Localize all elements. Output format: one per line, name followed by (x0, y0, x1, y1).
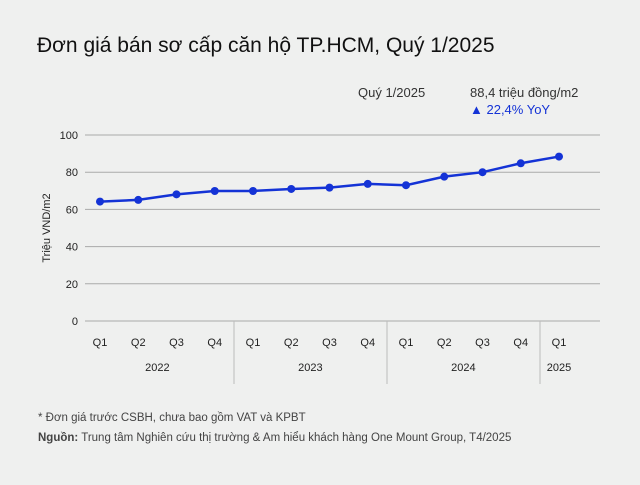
year-label: 2025 (547, 362, 571, 374)
x-tick-label: Q2 (437, 337, 452, 349)
data-point (325, 183, 334, 192)
data-point (249, 186, 257, 195)
x-tick-label: Q4 (207, 337, 222, 349)
data-point (134, 195, 143, 204)
data-point (287, 184, 296, 193)
data-point (363, 179, 372, 188)
x-tick-label: Q2 (131, 337, 146, 349)
year-label: 2022 (145, 362, 169, 374)
data-point (478, 168, 487, 177)
chart-notes: * Đơn giá trước CSBH, chưa bao gồm VAT v… (38, 408, 511, 448)
source-label: Nguồn: (38, 432, 79, 444)
data-point (402, 181, 410, 190)
y-tick-label: 20 (66, 279, 78, 291)
x-tick-label: Q1 (246, 337, 261, 349)
x-tick-label: Q3 (169, 337, 184, 349)
data-point (172, 190, 181, 199)
y-tick-label: 0 (72, 316, 78, 328)
footnote: * Đơn giá trước CSBH, chưa bao gồm VAT v… (38, 412, 306, 424)
source: Nguồn: Trung tâm Nghiên cứu thị trường &… (38, 428, 511, 448)
series-line (99, 155, 560, 203)
y-tick-label: 60 (66, 204, 78, 216)
x-tick-label: Q1 (552, 337, 567, 349)
highlight-period: Quý 1/2025 (358, 85, 426, 100)
year-label: 2024 (451, 362, 475, 374)
x-tick-label: Q1 (399, 337, 414, 349)
data-point (210, 186, 219, 195)
x-tick-label: Q4 (360, 337, 375, 349)
x-tick-label: Q3 (322, 337, 337, 349)
data-point (555, 152, 563, 161)
data-point (440, 172, 449, 181)
x-tick-label: Q1 (93, 337, 108, 349)
highlight-yoy: ▲ 22,4% YoY (470, 102, 551, 117)
y-tick-label: 100 (60, 130, 78, 142)
x-tick-label: Q3 (475, 337, 490, 349)
chart-title: Đơn giá bán sơ cấp căn hộ TP.HCM, Quý 1/… (37, 34, 495, 57)
x-tick-label: Q2 (284, 337, 299, 349)
x-tick-label: Q4 (513, 337, 528, 349)
data-point (516, 159, 525, 168)
y-tick-label: 40 (66, 242, 78, 254)
source-text: Trung tâm Nghiên cứu thị trường & Am hiể… (78, 432, 512, 444)
y-axis-label: Triệu VND/m2 (41, 193, 53, 262)
highlight-value: 88,4 triệu đồng/m2 (470, 85, 579, 100)
year-label: 2023 (298, 362, 322, 374)
data-point (96, 197, 104, 206)
y-tick-label: 80 (66, 167, 78, 179)
